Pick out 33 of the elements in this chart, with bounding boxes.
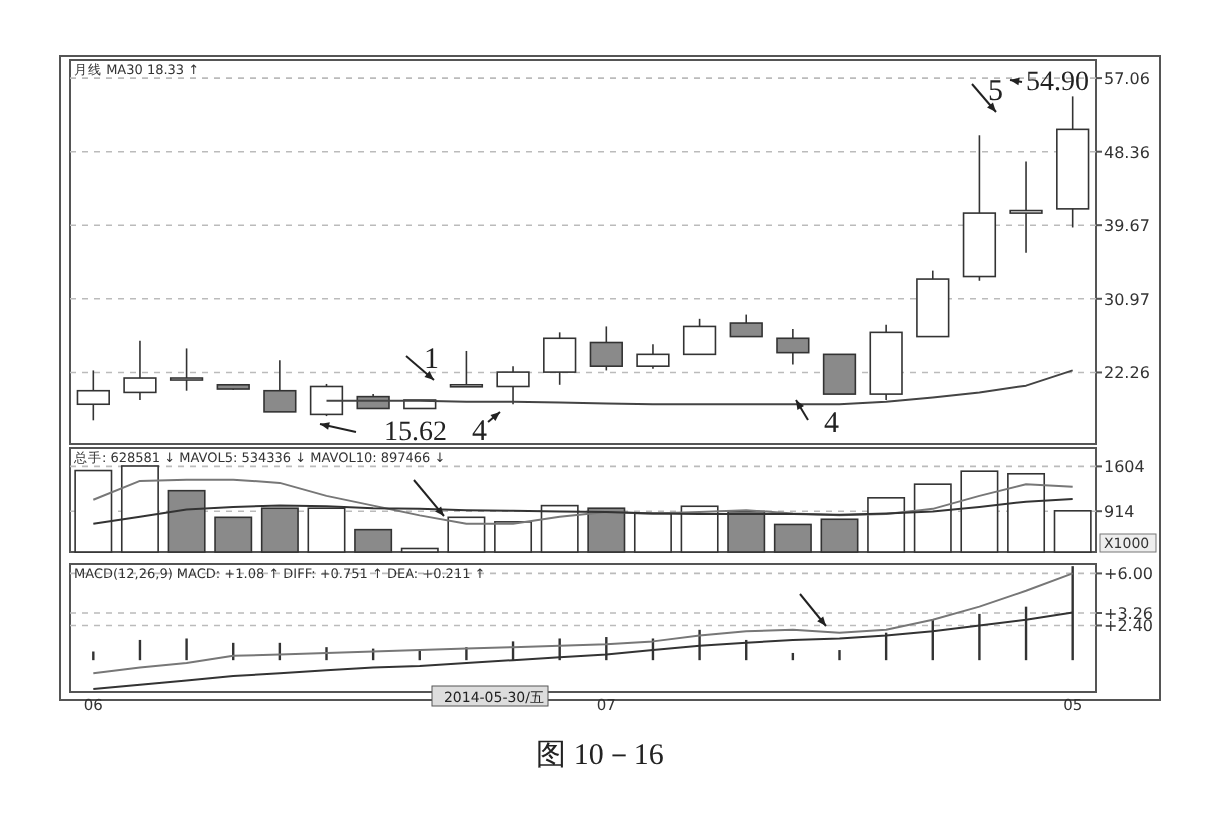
y-tick-label: 1604 xyxy=(1104,458,1145,477)
y-tick-label: +2.40 xyxy=(1104,617,1154,636)
candlestick xyxy=(123,340,157,401)
y-tick-label: 914 xyxy=(1104,503,1135,522)
candlestick xyxy=(263,359,297,413)
y-tick-label: 57.06 xyxy=(1104,70,1150,89)
annotation: 1 xyxy=(424,344,439,376)
candlestick xyxy=(822,353,857,395)
candlestick xyxy=(636,343,670,370)
y-tick-label: 39.67 xyxy=(1104,217,1150,236)
y-tick-label: 48.36 xyxy=(1104,143,1150,162)
candlestick xyxy=(543,331,577,386)
annotation: 4 xyxy=(472,416,488,448)
line-series xyxy=(92,478,1074,525)
candlestick xyxy=(1009,160,1043,254)
annotation: 15.62 xyxy=(384,418,447,448)
y-tick-label: +6.00 xyxy=(1104,565,1154,584)
caption: 图 10－16 xyxy=(536,740,665,772)
candlestick xyxy=(682,318,717,356)
candlestick xyxy=(729,313,763,338)
candlestick xyxy=(496,365,530,406)
annotation: 54.90 xyxy=(1026,68,1089,98)
annotation: 5 xyxy=(988,76,1003,108)
candlestick xyxy=(589,325,623,372)
candlestick xyxy=(76,369,110,422)
y-tick-label: 30.97 xyxy=(1104,290,1150,309)
candlestick xyxy=(169,347,204,392)
candlestick xyxy=(776,328,810,366)
line-series xyxy=(325,369,1074,406)
annotation: 4 xyxy=(824,408,840,440)
y-tick-label: 22.26 xyxy=(1104,364,1150,383)
candlestick xyxy=(309,383,344,417)
candlestick xyxy=(449,350,484,388)
